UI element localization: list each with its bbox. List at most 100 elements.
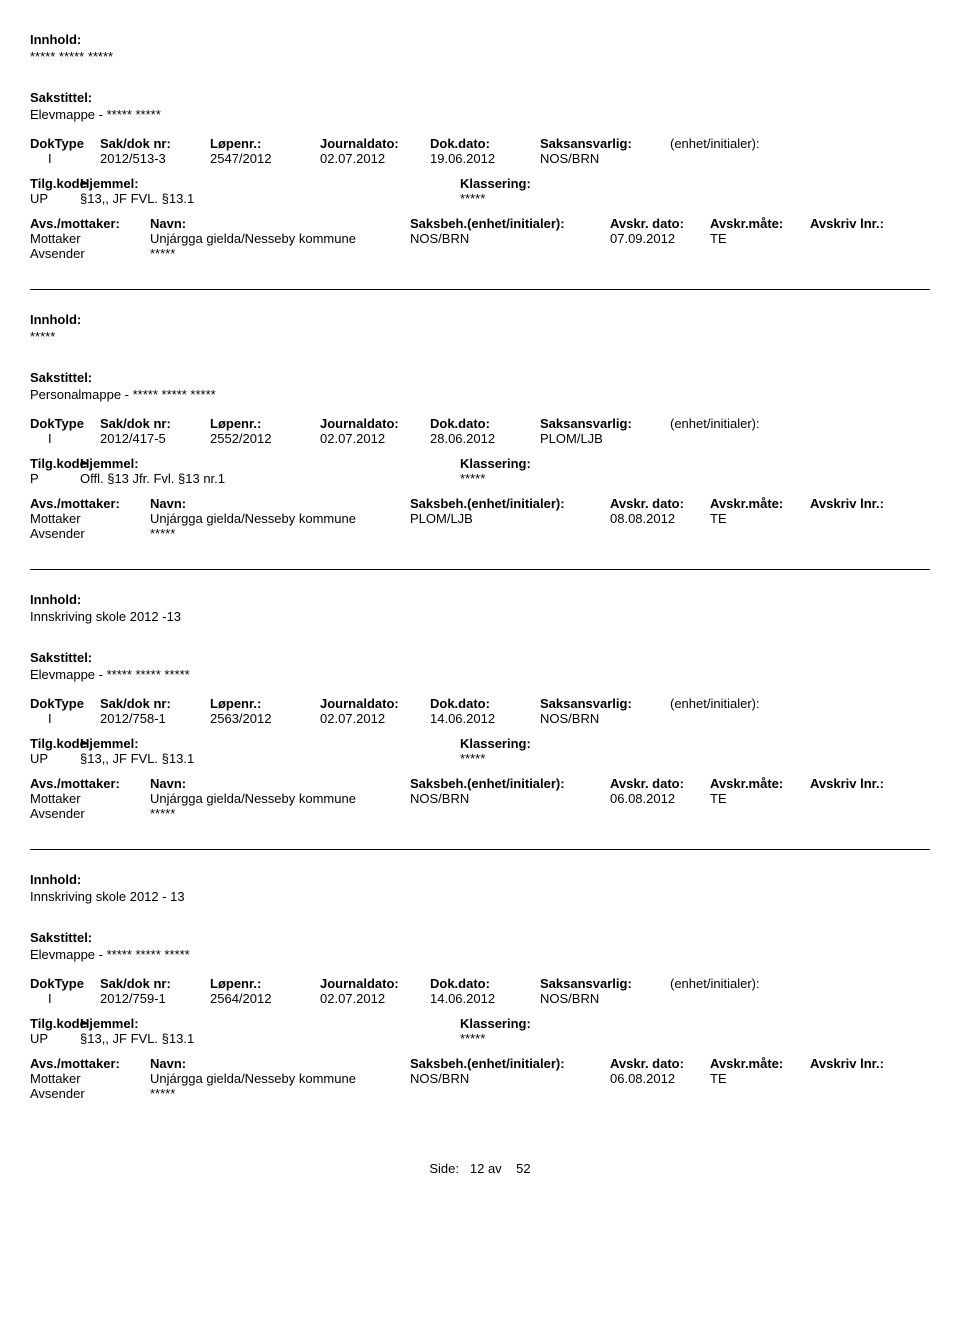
party-row: Mottaker Unjárgga gielda/Nesseby kommune… [30,791,930,806]
col-hjemmel-label: Hjemmel: [80,736,460,751]
hjemmel-header-row: Tilg.kode Hjemmel: Klassering: [30,736,930,751]
party-row: Mottaker Unjárgga gielda/Nesseby kommune… [30,231,930,246]
col-avskrmate-label: Avskr.måte: [710,496,810,511]
journaldato-value: 02.07.2012 [320,431,430,446]
saknr-value: 2012/513-3 [100,151,210,166]
col-tilgkode-label: Tilg.kode [30,736,80,751]
col-saknr-label: Sak/dok nr: [100,416,210,431]
journaldato-value: 02.07.2012 [320,151,430,166]
klassering-value: ***** [460,1031,660,1046]
col-enhet-label: (enhet/initialer): [670,136,930,151]
col-tilgkode-label: Tilg.kode [30,456,80,471]
avsender-row: Avsender ***** [30,246,930,261]
journal-record: Innhold: ***** Sakstittel: Personalmappe - … [30,289,930,561]
col-lopenr-label: Løpenr.: [210,416,320,431]
hjemmel-value: Offl. §13 Jfr. Fvl. §13 nr.1 [80,471,460,486]
party-role: Mottaker [30,231,150,246]
tilgkode-value: UP [30,1031,80,1046]
hjemmel-header-row: Tilg.kode Hjemmel: Klassering: [30,176,930,191]
col-avskrdato-label: Avskr. dato: [610,216,710,231]
party-avskrmate: TE [710,791,810,806]
sakstittel-label: Sakstittel: [30,650,930,665]
party-role: Mottaker [30,511,150,526]
col-lopenr-label: Løpenr.: [210,696,320,711]
innhold-label: Innhold: [30,872,930,887]
col-saksbeh-label: Saksbeh.(enhet/initialer): [410,776,610,791]
col-avsmottaker-label: Avs./mottaker: [30,216,150,231]
col-avskrivlnr-label: Avskriv lnr.: [810,1056,930,1071]
doc-header-row: DokType Sak/dok nr: Løpenr.: Journaldato… [30,976,930,991]
col-saksbeh-label: Saksbeh.(enhet/initialer): [410,496,610,511]
avsender-navn: ***** [150,806,930,821]
tilgkode-value: P [30,471,80,486]
party-avskrmate: TE [710,231,810,246]
innhold-label: Innhold: [30,592,930,607]
lopenr-value: 2563/2012 [210,711,320,726]
hjemmel-header-row: Tilg.kode Hjemmel: Klassering: [30,1016,930,1031]
col-enhet-label: (enhet/initialer): [670,976,930,991]
avsender-navn: ***** [150,246,930,261]
page-footer: Side: 12 av 52 [30,1161,930,1176]
party-saksbeh: NOS/BRN [410,791,610,806]
saksansvarlig-value: NOS/BRN [540,711,670,726]
klassering-value: ***** [460,471,660,486]
journal-record: Innhold: Innskriving skole 2012 -13 Saksti… [30,569,930,841]
innhold-label: Innhold: [30,32,930,47]
hjemmel-value-row: UP §13,, JF FVL. §13.1 ***** [30,1031,930,1046]
doc-value-row: I 2012/758-1 2563/2012 02.07.2012 14.06.… [30,711,930,726]
innhold-label: Innhold: [30,312,930,327]
col-hjemmel-label: Hjemmel: [80,1016,460,1031]
col-saknr-label: Sak/dok nr: [100,696,210,711]
journaldato-value: 02.07.2012 [320,991,430,1006]
col-dokdato-label: Dok.dato: [430,136,540,151]
col-doktype-label: DokType [30,976,100,991]
col-hjemmel-label: Hjemmel: [80,176,460,191]
dokdato-value: 14.06.2012 [430,991,540,1006]
col-avsmottaker-label: Avs./mottaker: [30,776,150,791]
innhold-value: ***** [30,329,930,344]
col-avsmottaker-label: Avs./mottaker: [30,496,150,511]
col-doktype-label: DokType [30,416,100,431]
col-avskrdato-label: Avskr. dato: [610,1056,710,1071]
hjemmel-value: §13,, JF FVL. §13.1 [80,751,460,766]
sakstittel-value: Elevmappe - ***** ***** ***** [30,947,930,962]
avsender-label: Avsender [30,1086,150,1101]
party-avskrdato: 06.08.2012 [610,791,710,806]
col-klassering-label: Klassering: [460,456,660,471]
avsender-navn: ***** [150,1086,930,1101]
side-label: Side: [429,1161,459,1176]
party-header-row: Avs./mottaker: Navn: Saksbeh.(enhet/init… [30,1056,930,1071]
col-avskrmate-label: Avskr.måte: [710,216,810,231]
party-navn: Unjárgga gielda/Nesseby kommune [150,791,410,806]
col-klassering-label: Klassering: [460,736,660,751]
doc-header-row: DokType Sak/dok nr: Løpenr.: Journaldato… [30,136,930,151]
party-saksbeh: NOS/BRN [410,231,610,246]
col-saksansvarlig-label: Saksansvarlig: [540,976,670,991]
tilgkode-value: UP [30,191,80,206]
party-role: Mottaker [30,791,150,806]
party-row: Mottaker Unjárgga gielda/Nesseby kommune… [30,511,930,526]
doktype-value: I [30,431,100,446]
col-doktype-label: DokType [30,136,100,151]
innhold-value: Innskriving skole 2012 - 13 [30,889,930,904]
journal-record: Innhold:Innskriving skole 2012 - 13Sakst… [30,849,930,1121]
col-dokdato-label: Dok.dato: [430,696,540,711]
sakstittel-label: Sakstittel: [30,370,930,385]
doc-value-row: I 2012/759-1 2564/2012 02.07.2012 14.06.… [30,991,930,1006]
col-navn-label: Navn: [150,1056,410,1071]
col-navn-label: Navn: [150,496,410,511]
col-navn-label: Navn: [150,776,410,791]
avsender-navn: ***** [150,526,930,541]
sakstittel-value: Elevmappe - ***** ***** [30,107,930,122]
col-journaldato-label: Journaldato: [320,696,430,711]
doktype-value: I [30,711,100,726]
klassering-value: ***** [460,191,660,206]
col-saksansvarlig-label: Saksansvarlig: [540,136,670,151]
col-saknr-label: Sak/dok nr: [100,976,210,991]
innhold-value: Innskriving skole 2012 -13 [30,609,930,624]
col-avskrdato-label: Avskr. dato: [610,776,710,791]
sakstittel-value: Personalmappe - ***** ***** ***** [30,387,930,402]
party-header-row: Avs./mottaker: Navn: Saksbeh.(enhet/init… [30,496,930,511]
col-saksbeh-label: Saksbeh.(enhet/initialer): [410,1056,610,1071]
tilgkode-value: UP [30,751,80,766]
